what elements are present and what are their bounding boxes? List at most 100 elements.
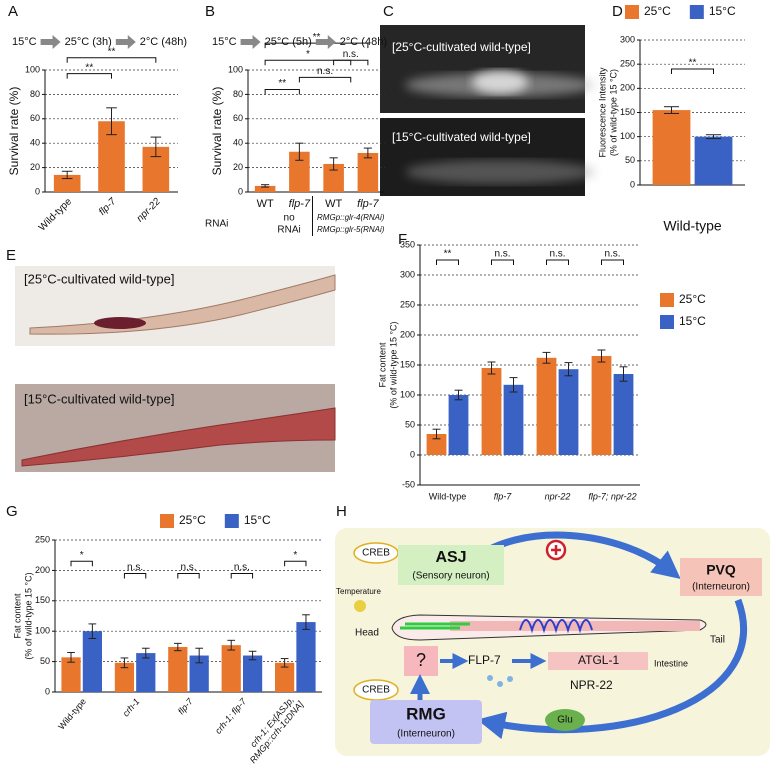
y-axis-label: Fluorescence Intensity	[597, 67, 607, 158]
y-tick-label: 50	[405, 419, 415, 429]
bar	[53, 174, 81, 192]
y-axis-label: Fat content	[12, 593, 22, 639]
significance-label: n.s.	[549, 249, 565, 260]
x-tick-label: flp-7	[97, 196, 119, 218]
significance-bracket	[284, 560, 307, 567]
x-tick-label: Wild-type	[429, 491, 467, 501]
x-tick-label: Wild-type	[56, 696, 88, 731]
label: Temperature	[336, 587, 381, 596]
bar	[591, 356, 612, 455]
glu	[545, 709, 585, 731]
bar	[426, 434, 447, 455]
bar	[275, 662, 295, 692]
label: ?	[416, 650, 426, 670]
peptide	[487, 675, 493, 681]
significance-label: n.s.	[604, 249, 620, 260]
protocol-arrow	[115, 35, 136, 49]
peptide	[507, 676, 513, 682]
y-tick-label: 150	[620, 107, 635, 117]
significance-label: **	[108, 46, 116, 57]
neuron	[400, 622, 470, 630]
caption: [25°C-cultivated wild-type]	[24, 271, 174, 286]
x-tick-label: WT	[325, 198, 342, 210]
legend-label: 15°C	[709, 4, 736, 18]
significance-label: **	[278, 78, 286, 89]
significance-label: n.s.	[343, 49, 359, 60]
x-tick-label: WT	[257, 198, 274, 210]
significance-bracket	[546, 259, 569, 265]
significance-label: **	[85, 62, 93, 73]
bar	[189, 655, 209, 692]
y-tick-label: 150	[400, 359, 415, 369]
x-tick-label: npr-22	[545, 491, 571, 501]
y-tick-label: 300	[400, 269, 415, 279]
y-tick-label: 20	[30, 162, 40, 172]
bar	[296, 622, 316, 692]
x-tick-label: crh-1; flp-7	[213, 696, 249, 736]
significance-label: *	[293, 550, 297, 561]
bar	[503, 384, 524, 455]
bar	[136, 653, 156, 692]
protocol-step: 2°C (48h)	[140, 36, 187, 48]
bar	[613, 374, 634, 455]
micrograph	[380, 25, 585, 113]
y-tick-label: 100	[228, 64, 243, 74]
label: (Interneuron)	[397, 729, 455, 740]
bar	[254, 185, 276, 192]
y-tick-label: 200	[620, 83, 635, 93]
asj-box	[398, 545, 504, 585]
significance-label: **	[689, 58, 697, 69]
panel-letter: D	[612, 3, 623, 20]
label: CREB	[362, 685, 390, 696]
x-tick-label: flp-7	[176, 696, 196, 717]
significance-bracket	[671, 68, 714, 74]
y-tick-label: 0	[45, 686, 50, 696]
panel-letter: F	[398, 231, 407, 248]
legend-label: 15°C	[679, 314, 706, 328]
y-axis-label: (% of wild-type 15 °C)	[388, 321, 398, 408]
significance-label: n.s.	[180, 562, 196, 573]
legend-swatch	[689, 5, 704, 19]
significance-bracket	[123, 572, 147, 579]
row-label: RNAi	[205, 219, 228, 230]
legend-swatch	[660, 293, 674, 307]
significance-bracket	[264, 89, 300, 95]
rmg-box	[370, 700, 482, 744]
bar	[694, 136, 733, 185]
label: PVQ	[706, 562, 736, 578]
peptide	[497, 681, 503, 687]
caption: [15°C-cultivated wild-type]	[392, 130, 531, 144]
y-axis-label: Fat content	[377, 342, 387, 388]
y-tick-label: 80	[30, 89, 40, 99]
significance-label: n.s.	[317, 66, 333, 77]
y-tick-label: 60	[30, 113, 40, 123]
y-tick-label: 60	[233, 113, 243, 123]
group-label: RMGp::glr-5(RNAi)	[317, 225, 385, 234]
bar	[221, 645, 241, 692]
y-tick-label: 200	[35, 565, 50, 575]
panel-letter: A	[8, 3, 18, 20]
y-tick-label: 100	[35, 626, 50, 636]
y-tick-label: 100	[400, 389, 415, 399]
significance-label: n.s.	[234, 562, 250, 573]
label: NPR-22	[570, 678, 613, 692]
x-tick-label: flp-7	[494, 491, 513, 501]
bar	[289, 151, 310, 192]
x-tick-label: Wild-type	[663, 218, 722, 234]
y-tick-label: 0	[630, 179, 635, 189]
significance-label: *	[306, 49, 310, 60]
worm-glow	[405, 160, 595, 184]
group-label: RNAi	[277, 225, 300, 236]
label: FLP-7	[468, 653, 501, 667]
bar	[481, 368, 502, 455]
legend-label: 15°C	[244, 513, 271, 527]
label: ATGL-1	[578, 653, 619, 667]
significance-bracket	[230, 572, 254, 579]
temperature-icon	[354, 600, 366, 612]
y-tick-label: 150	[35, 595, 50, 605]
significance-label: n.s.	[494, 249, 510, 260]
group-label: no	[284, 213, 296, 224]
bar	[82, 631, 102, 692]
significance-bracket	[177, 572, 200, 579]
